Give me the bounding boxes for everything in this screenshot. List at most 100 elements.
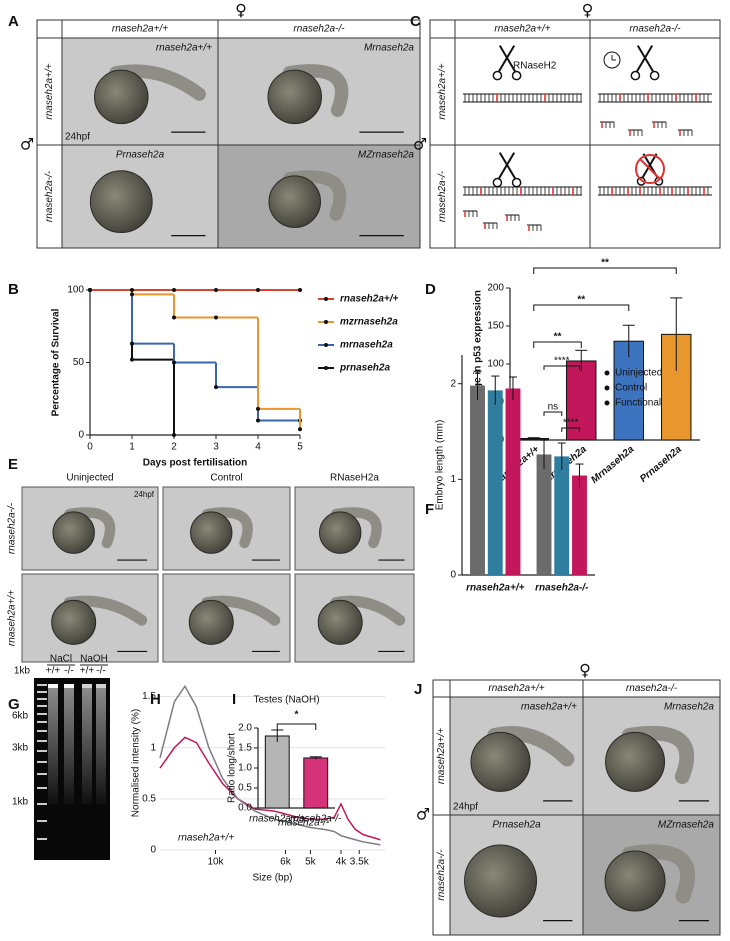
survival-point (172, 433, 176, 437)
row-header: rnaseh2a+/+ (437, 63, 448, 119)
ladder-band (37, 773, 47, 775)
significance-bracket (533, 267, 677, 274)
scissors-blade (636, 45, 655, 73)
bar (536, 454, 552, 575)
survival-point (214, 385, 218, 390)
survival-point (214, 288, 218, 292)
scissors-handle (511, 177, 522, 188)
embryo-yolk (190, 511, 233, 554)
legend-marker (604, 385, 610, 391)
survival-point (88, 288, 92, 292)
scissors-blade (498, 152, 517, 180)
lane-band (82, 684, 92, 688)
image-label: Mrnaseh2a (364, 43, 414, 54)
row-header: rnaseh2a-/- (436, 849, 447, 901)
column-header: rnaseh2a+/+ (494, 24, 550, 35)
legend-label: Functional (615, 398, 661, 409)
column-header: rnaseh2a+/+ (488, 683, 544, 694)
significance-bracket (561, 427, 580, 432)
legend-label: mzrnaseh2a (340, 317, 398, 328)
ladder-band (37, 803, 47, 805)
ladder-band (37, 820, 47, 822)
significance-bracket (533, 341, 582, 348)
lane-smear (96, 684, 106, 804)
x-tick-label: Prnaseh2a (638, 444, 684, 485)
marker-label: 1kb (14, 666, 31, 677)
embryo-yolk (89, 170, 153, 234)
embryo-yolk (470, 731, 531, 792)
panel-letter: B (8, 281, 19, 298)
lane-smear (64, 684, 74, 804)
enzyme-label: RNaseH2 (513, 61, 557, 72)
legend-marker (604, 400, 610, 406)
male-symbol: ♂ (416, 805, 430, 824)
y-tick-label: 0 (150, 845, 156, 856)
image-label: Mrnaseh2a (664, 702, 714, 713)
scissors-blade (497, 45, 516, 73)
legend-point (324, 320, 328, 324)
ladder-band (37, 740, 47, 742)
bar (505, 388, 521, 575)
y-tick-label: 0.5 (238, 783, 252, 794)
embryo-yolk (318, 511, 362, 554)
legend-label: Control (615, 383, 647, 394)
lane-label: -/- (96, 666, 105, 677)
male-symbol: ♂ (20, 135, 34, 154)
size-label: 1kb (12, 797, 29, 808)
survival-point (172, 315, 176, 320)
x-tick-label: 5k (305, 857, 317, 868)
female-symbol: ♀ (579, 661, 591, 680)
intensity-line (159, 684, 381, 846)
series-label: rnaseh2a+/+ (178, 833, 234, 844)
lane-label: +/+ (80, 666, 95, 677)
significance-label: ** (577, 295, 585, 306)
panel-letter: F (425, 501, 434, 518)
x-tick-label: 6k (280, 857, 292, 868)
survival-point (130, 341, 134, 346)
x-tick-label: rnaseh2a+/+ (466, 583, 525, 594)
embryo-yolk (267, 69, 323, 125)
embryo-yolk (317, 599, 363, 645)
survival-point (256, 418, 260, 423)
ladder-band (37, 838, 47, 840)
survival-point (130, 292, 134, 297)
ladder-band (37, 713, 47, 715)
y-tick-label: 200 (487, 283, 504, 294)
bar (572, 475, 587, 575)
condition-label: NaCl (50, 654, 72, 665)
x-tick-label: 3 (213, 442, 219, 453)
embryo-yolk (188, 599, 234, 645)
y-axis-label: Normalised intensity (%) (131, 709, 142, 817)
scissors-handle (630, 70, 641, 81)
y-tick-label: 0.5 (142, 793, 156, 804)
significance-label: ** (554, 332, 562, 343)
image-label: MZrnaseh2a (358, 150, 415, 161)
lane-label: +/+ (46, 666, 61, 677)
panel-letter: J (414, 681, 422, 698)
y-tick-label: 1.5 (238, 743, 252, 754)
ladder-band (37, 761, 47, 763)
scissors-blade (497, 152, 516, 180)
legend-point (324, 366, 328, 370)
ladder-band (37, 705, 47, 707)
significance-label: ** (601, 258, 609, 269)
panel-letter: H (150, 691, 161, 708)
survival-point (298, 288, 302, 292)
row-header: rnaseh2a+/+ (7, 590, 18, 646)
x-tick-label: 10k (207, 857, 224, 868)
survival-point (130, 288, 134, 292)
bar (554, 456, 570, 575)
y-axis-label: Ratio long/short (227, 733, 238, 803)
x-tick-label: 2 (171, 442, 177, 453)
intensity-line (159, 736, 381, 841)
stage-label: 24hpf (453, 802, 478, 813)
survival-point (172, 288, 176, 292)
panel-letter: G (8, 696, 20, 713)
column-header: rnaseh2a-/- (626, 683, 678, 694)
survival-point (214, 315, 218, 320)
legend-label: mrnaseh2a (340, 340, 393, 351)
legend-label: prnaseh2a (339, 363, 390, 374)
legend-marker (604, 370, 610, 376)
ladder-band (37, 684, 47, 686)
x-tick-label: rnaseh2a+/+ (249, 814, 305, 825)
